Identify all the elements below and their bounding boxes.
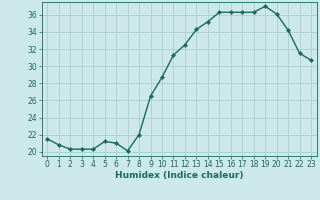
X-axis label: Humidex (Indice chaleur): Humidex (Indice chaleur) [115, 171, 244, 180]
